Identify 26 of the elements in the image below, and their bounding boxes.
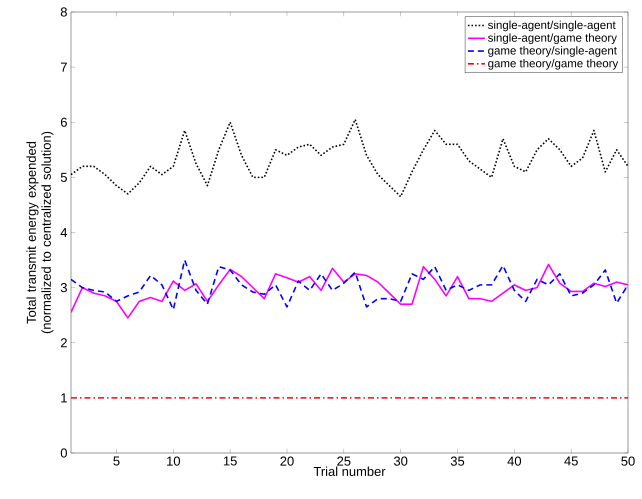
- legend-label: single-agent/game theory: [488, 33, 617, 44]
- line-series: [71, 259, 628, 310]
- y-tick-label: 3: [60, 283, 67, 292]
- y-tick-label: 5: [60, 172, 67, 182]
- y-tick-label: 2: [60, 338, 67, 348]
- x-tick-label: 30: [394, 456, 408, 466]
- y-tick-label: 7: [60, 62, 67, 72]
- x-tick-label: 50: [621, 456, 635, 466]
- legend-label: single-agent/single-agent: [488, 20, 616, 32]
- x-tick-label: 45: [564, 456, 578, 466]
- x-tick-label: 20: [280, 456, 294, 466]
- y-tick-label: 1: [61, 393, 67, 402]
- y-tick-label: 6: [60, 118, 67, 127]
- x-tick-label: 10: [167, 456, 180, 466]
- x-tick-label: 15: [224, 456, 237, 466]
- y-tick-label: 8: [60, 7, 67, 17]
- legend-label: game theory/single-agent: [488, 46, 617, 57]
- y-tick-label: 0: [60, 448, 67, 458]
- x-tick-label: 35: [450, 456, 464, 466]
- y-axis-title: Total transmit energy expended (normalized to centralized solution): [26, 132, 54, 334]
- x-axis-title: Trial number: [314, 466, 386, 476]
- legend-label: game theory/game theory: [488, 58, 618, 70]
- x-tick-label: 5: [113, 456, 120, 466]
- y-tick-label: 4: [60, 228, 68, 237]
- x-tick-label: 40: [507, 456, 522, 466]
- x-tick-label: 25: [337, 456, 350, 466]
